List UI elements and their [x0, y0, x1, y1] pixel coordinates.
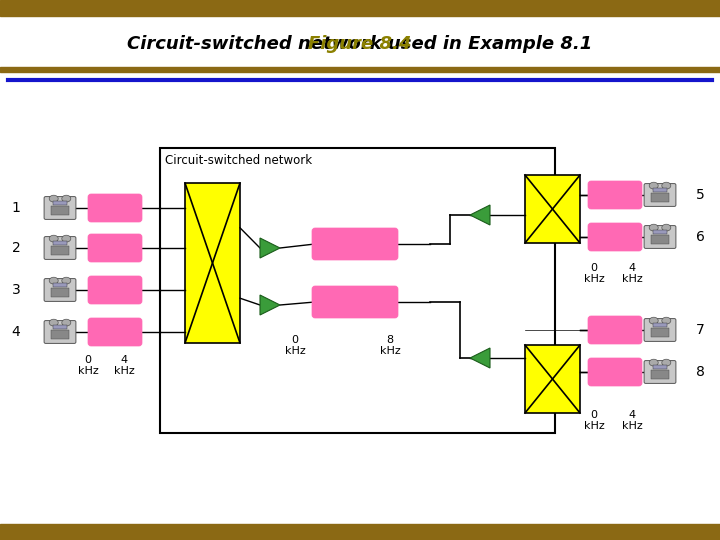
FancyBboxPatch shape — [44, 321, 76, 343]
Bar — [651, 235, 669, 244]
Polygon shape — [470, 205, 490, 225]
Text: 3: 3 — [12, 283, 20, 297]
Text: kHz: kHz — [584, 421, 604, 431]
Ellipse shape — [662, 359, 671, 366]
FancyBboxPatch shape — [588, 316, 642, 344]
FancyBboxPatch shape — [644, 184, 676, 206]
Bar — [53, 241, 67, 245]
Bar — [51, 330, 69, 339]
Ellipse shape — [649, 317, 658, 324]
Text: 5: 5 — [696, 188, 704, 202]
Ellipse shape — [649, 224, 658, 231]
Ellipse shape — [49, 195, 58, 202]
Bar — [53, 283, 67, 287]
Text: 2: 2 — [12, 241, 20, 255]
Text: 8: 8 — [387, 335, 394, 345]
Polygon shape — [260, 295, 280, 315]
Bar — [525, 345, 580, 413]
Bar — [653, 188, 667, 192]
Bar — [525, 175, 580, 243]
Polygon shape — [470, 348, 490, 368]
Bar — [53, 325, 67, 329]
Ellipse shape — [49, 235, 58, 242]
Ellipse shape — [662, 224, 671, 231]
FancyBboxPatch shape — [644, 361, 676, 383]
Bar — [53, 201, 67, 205]
FancyBboxPatch shape — [88, 194, 142, 222]
FancyBboxPatch shape — [44, 197, 76, 219]
FancyBboxPatch shape — [88, 276, 142, 304]
Text: 4: 4 — [12, 325, 20, 339]
FancyBboxPatch shape — [588, 358, 642, 386]
FancyBboxPatch shape — [44, 279, 76, 301]
Text: 4: 4 — [120, 355, 127, 365]
Text: Circuit-switched network: Circuit-switched network — [165, 154, 312, 167]
Ellipse shape — [49, 277, 58, 284]
Text: kHz: kHz — [621, 421, 642, 431]
Polygon shape — [260, 238, 280, 258]
Text: kHz: kHz — [584, 274, 604, 284]
Bar — [51, 288, 69, 297]
Ellipse shape — [62, 277, 71, 284]
FancyBboxPatch shape — [644, 319, 676, 341]
Bar — [0, 524, 720, 540]
Text: 0: 0 — [590, 410, 598, 420]
Ellipse shape — [62, 235, 71, 242]
FancyBboxPatch shape — [312, 228, 398, 260]
Bar — [0, 0, 720, 16]
Text: kHz: kHz — [379, 346, 400, 356]
Text: 4: 4 — [629, 263, 636, 273]
Text: 4: 4 — [629, 410, 636, 420]
Bar — [185, 183, 240, 343]
Bar — [651, 328, 669, 337]
Bar — [653, 230, 667, 234]
Ellipse shape — [62, 195, 71, 202]
Ellipse shape — [649, 359, 658, 366]
Text: Figure 8.4: Figure 8.4 — [308, 35, 412, 53]
Bar — [51, 206, 69, 215]
Ellipse shape — [662, 317, 671, 324]
FancyBboxPatch shape — [644, 226, 676, 248]
Bar — [651, 193, 669, 202]
FancyBboxPatch shape — [88, 318, 142, 346]
Text: kHz: kHz — [621, 274, 642, 284]
Bar — [0, 67, 720, 72]
Text: Circuit-switched network used in Example 8.1: Circuit-switched network used in Example… — [127, 35, 593, 53]
FancyBboxPatch shape — [88, 234, 142, 262]
FancyBboxPatch shape — [312, 286, 398, 318]
FancyBboxPatch shape — [588, 181, 642, 209]
Text: 0: 0 — [590, 263, 598, 273]
Ellipse shape — [62, 319, 71, 326]
Bar — [51, 246, 69, 255]
Text: 7: 7 — [696, 323, 704, 337]
FancyBboxPatch shape — [44, 237, 76, 259]
FancyBboxPatch shape — [588, 223, 642, 251]
Text: kHz: kHz — [114, 366, 135, 376]
Bar — [653, 323, 667, 327]
Ellipse shape — [649, 182, 658, 189]
Text: 8: 8 — [696, 365, 704, 379]
Ellipse shape — [49, 319, 58, 326]
Ellipse shape — [662, 182, 671, 189]
Text: 0: 0 — [84, 355, 91, 365]
Text: kHz: kHz — [284, 346, 305, 356]
Text: kHz: kHz — [78, 366, 99, 376]
Text: 0: 0 — [292, 335, 299, 345]
Bar — [160, 148, 555, 433]
Text: 6: 6 — [696, 230, 704, 244]
Bar — [651, 370, 669, 379]
Text: 1: 1 — [12, 201, 20, 215]
Bar — [653, 365, 667, 369]
